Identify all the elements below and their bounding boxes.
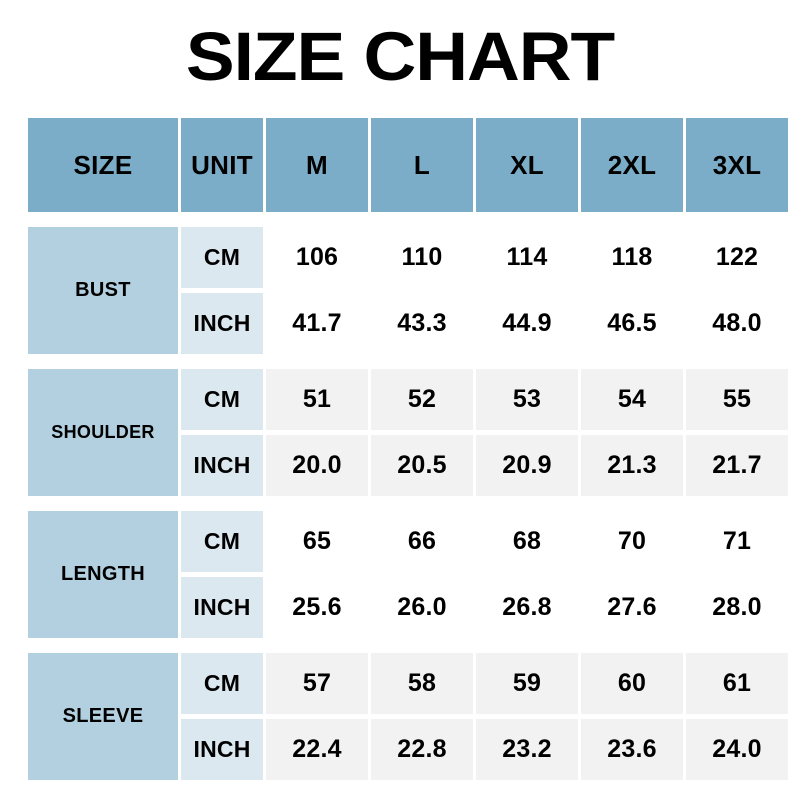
value-cell: 58 [371, 653, 473, 714]
row-label-bust: BUST [28, 227, 178, 354]
unit-cell-inch: INCH [181, 435, 263, 496]
table-row: LENGTH CM 65 66 68 70 71 [28, 511, 788, 638]
value-cell: 25.6 [266, 577, 368, 638]
value-cell: 71 [686, 511, 788, 572]
value-cell: 66 [371, 511, 473, 572]
value-cell: 20.0 [266, 435, 368, 496]
size-chart-table: SIZE UNIT M L XL 2XL 3XL BUST CM 106 [25, 113, 791, 785]
value-cell: 41.7 [266, 293, 368, 354]
value-cell: 43.3 [371, 293, 473, 354]
value-cell: 59 [476, 653, 578, 714]
unit-cell-cm: CM [181, 653, 263, 714]
value-cell: 23.2 [476, 719, 578, 780]
value-cell: 114 [476, 227, 578, 288]
header-cell-size-m: M [266, 118, 368, 212]
value-cell: 55 [686, 369, 788, 430]
unit-cell-cm: CM [181, 227, 263, 288]
value-cell: 22.4 [266, 719, 368, 780]
unit-cell-inch: INCH [181, 719, 263, 780]
value-cell: 60 [581, 653, 683, 714]
header-cell-size-l: L [371, 118, 473, 212]
size-chart-table-wrapper: SIZE UNIT M L XL 2XL 3XL BUST CM 106 [25, 113, 788, 780]
row-spacer-cell [28, 217, 788, 222]
header-cell-size-2xl: 2XL [581, 118, 683, 212]
header-cell-size: SIZE [28, 118, 178, 212]
unit-cell-cm: CM [181, 369, 263, 430]
header-cell-size-3xl: 3XL [686, 118, 788, 212]
value-cell: 28.0 [686, 577, 788, 638]
value-cell: 22.8 [371, 719, 473, 780]
value-cell: 24.0 [686, 719, 788, 780]
unit-cell-cm: CM [181, 511, 263, 572]
value-cell: 61 [686, 653, 788, 714]
value-cell: 51 [266, 369, 368, 430]
table-header: SIZE UNIT M L XL 2XL 3XL [28, 118, 788, 212]
row-label-sleeve: SLEEVE [28, 653, 178, 780]
table-row: INCH 41.7 43.3 44.9 46.5 48.0 [28, 293, 788, 354]
table-row: BUST CM 106 110 114 118 122 [28, 227, 788, 354]
page-title: SIZE CHART [185, 18, 615, 95]
value-cell: 26.8 [476, 577, 578, 638]
header-cell-size-xl: XL [476, 118, 578, 212]
row-spacer [28, 643, 788, 648]
row-label-length: LENGTH [28, 511, 178, 638]
table-row: INCH 20.0 20.5 20.9 21.3 21.7 [28, 435, 788, 496]
value-cell: 54 [581, 369, 683, 430]
value-cell: 20.9 [476, 435, 578, 496]
row-spacer [28, 501, 788, 506]
value-cell: 27.6 [581, 577, 683, 638]
value-cell: 20.5 [371, 435, 473, 496]
table-body: BUST CM 106 110 114 118 122 INCH 41.7 43… [28, 217, 788, 780]
value-cell: 53 [476, 369, 578, 430]
header-row: SIZE UNIT M L XL 2XL 3XL [28, 118, 788, 212]
value-cell: 106 [266, 227, 368, 288]
value-cell: 46.5 [581, 293, 683, 354]
row-label-shoulder: SHOULDER [28, 369, 178, 496]
value-cell: 68 [476, 511, 578, 572]
row-spacer [28, 217, 788, 222]
value-cell: 118 [581, 227, 683, 288]
value-cell: 65 [266, 511, 368, 572]
row-spacer-cell [28, 501, 788, 506]
table-row: SHOULDER CM 51 52 53 54 55 [28, 369, 788, 496]
value-cell: 44.9 [476, 293, 578, 354]
value-cell: 52 [371, 369, 473, 430]
row-spacer-cell [28, 359, 788, 364]
unit-cell-inch: INCH [181, 577, 263, 638]
unit-cell-inch: INCH [181, 293, 263, 354]
value-cell: 23.6 [581, 719, 683, 780]
value-cell: 21.7 [686, 435, 788, 496]
header-cell-unit: UNIT [181, 118, 263, 212]
value-cell: 26.0 [371, 577, 473, 638]
value-cell: 110 [371, 227, 473, 288]
table-row: INCH 25.6 26.0 26.8 27.6 28.0 [28, 577, 788, 638]
value-cell: 57 [266, 653, 368, 714]
table-row: INCH 22.4 22.8 23.2 23.6 24.0 [28, 719, 788, 780]
row-spacer [28, 359, 788, 364]
value-cell: 48.0 [686, 293, 788, 354]
row-spacer-cell [28, 643, 788, 648]
value-cell: 21.3 [581, 435, 683, 496]
value-cell: 122 [686, 227, 788, 288]
value-cell: 70 [581, 511, 683, 572]
table-row: SLEEVE CM 57 58 59 60 61 [28, 653, 788, 780]
